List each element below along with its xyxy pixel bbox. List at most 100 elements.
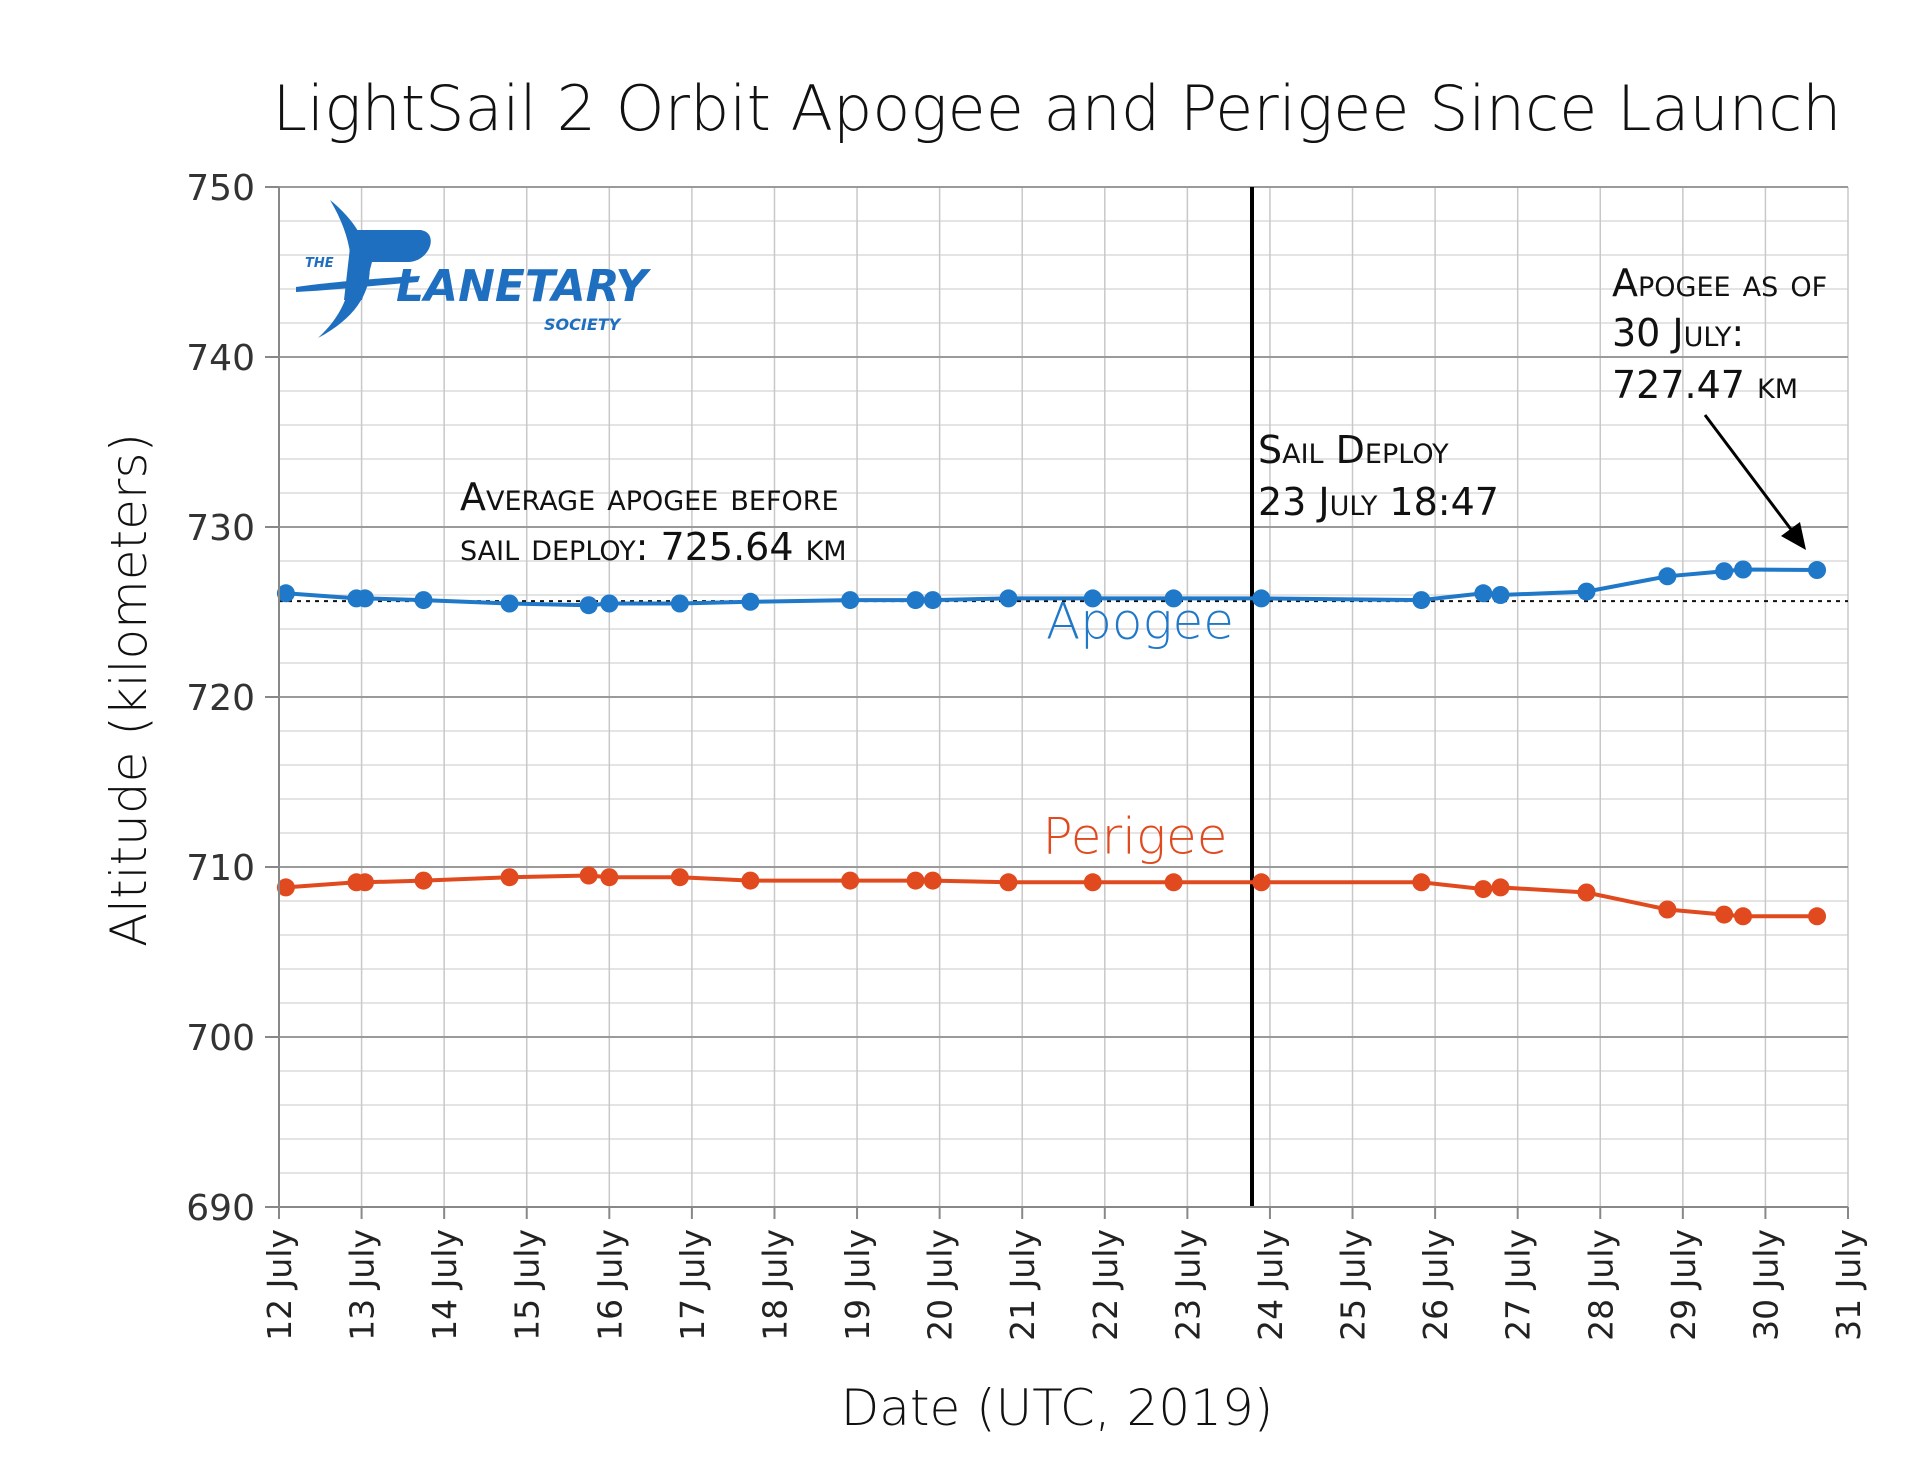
apogee-point (1491, 586, 1510, 604)
perigee-point (276, 878, 295, 897)
apogee-point (1474, 584, 1493, 603)
apogee-point (1083, 589, 1102, 608)
perigee-point (1083, 873, 1102, 892)
x-tick-label: 27 July (1499, 1229, 1538, 1341)
perigee-point (1808, 907, 1827, 926)
apogee-point (414, 591, 433, 610)
perigee-point (1658, 900, 1677, 919)
y-tick-label: 690 (186, 1188, 255, 1229)
x-tick-label: 13 July (343, 1229, 382, 1341)
chart-title: LightSail 2 Orbit Apogee and Perigee Sin… (273, 72, 1842, 145)
x-tick-label: 12 July (260, 1229, 299, 1341)
x-tick-label: 19 July (838, 1229, 877, 1341)
perigee-point (1491, 878, 1510, 897)
y-tick-label: 720 (186, 678, 255, 719)
grid (278, 186, 1849, 1208)
x-tick-label: 21 July (1003, 1229, 1042, 1341)
perigee-point (1734, 907, 1753, 926)
perigee-point (414, 871, 433, 890)
y-tick-label: 740 (186, 338, 255, 379)
y-tick-label: 750 (186, 168, 255, 209)
apogee-point (670, 594, 689, 613)
logo-sub: SOCIETY (544, 315, 622, 334)
perigee-point (670, 868, 689, 887)
y-tick-label: 710 (186, 848, 255, 889)
x-tick-label: 25 July (1334, 1229, 1373, 1341)
reference-lines (279, 187, 1848, 1207)
perigee-point (356, 873, 375, 892)
x-tick-label: 20 July (921, 1229, 960, 1341)
planetary-society-logo: THE LANETARY SOCIETY (296, 200, 651, 338)
perigee-point (600, 868, 619, 887)
x-tick-label: 22 July (1086, 1229, 1125, 1341)
annotation-average-line1: Average apogee before (460, 475, 839, 519)
annotation-average-apogee: Average apogee before sail deploy: 725.6… (460, 475, 847, 569)
apogee-point (906, 591, 925, 610)
perigee-point (579, 866, 598, 885)
perigee-point (923, 871, 942, 890)
apogee-point (741, 592, 760, 611)
y-tick-label: 700 (186, 1018, 255, 1059)
perigee-point (906, 871, 925, 890)
x-tick-label: 14 July (425, 1229, 464, 1341)
annotation-arrow-shaft (1703, 414, 1798, 537)
x-tick-label: 24 July (1251, 1229, 1290, 1341)
apogee-point (500, 594, 519, 613)
x-tick-label: 30 July (1746, 1229, 1785, 1341)
annotation-latest-line2: 30 July: (1612, 311, 1744, 355)
series-layer: Apogee Perigee (276, 560, 1827, 926)
perigee-series-label: Perigee (1042, 807, 1227, 865)
annotation-sail-deploy: Sail Deploy 23 July 18:47 (1258, 428, 1499, 524)
x-tick-label: 26 July (1416, 1229, 1455, 1341)
apogee-point (1715, 562, 1734, 581)
perigee-point (741, 871, 760, 890)
perigee-point (1252, 873, 1271, 892)
perigee-point (500, 868, 519, 887)
annotation-latest-apogee: Apogee as of 30 July: 727.47 km (1612, 261, 1827, 550)
perigee-point (1412, 873, 1431, 892)
apogee-point (841, 591, 860, 610)
apogee-point (600, 594, 619, 613)
apogee-point (1164, 589, 1183, 608)
annotation-arrow-head (1781, 522, 1806, 550)
logo-main: LANETARY (396, 261, 651, 312)
logo-p-stem (344, 230, 431, 300)
logo-the: THE (305, 256, 334, 271)
perigee-point (1715, 905, 1734, 924)
y-tick-label: 730 (186, 508, 255, 549)
x-tick-label: 28 July (1581, 1229, 1620, 1341)
apogee-point (1577, 582, 1596, 601)
x-tick-label: 17 July (673, 1229, 712, 1341)
annotation-latest-line3: 727.47 km (1612, 363, 1798, 407)
apogee-point (1808, 561, 1827, 580)
annotation-average-line2: sail deploy: 725.64 km (460, 525, 847, 569)
y-axis-title: Altitude (kilometers) (100, 433, 158, 947)
annotation-latest-line1: Apogee as of (1612, 261, 1827, 305)
annotation-deploy-line1: Sail Deploy (1258, 428, 1449, 472)
x-tick-label: 16 July (590, 1229, 629, 1341)
x-tick-label: 15 July (508, 1229, 547, 1341)
apogee-point (276, 584, 295, 603)
x-axis-title: Date (UTC, 2019) (841, 1379, 1274, 1437)
apogee-point (1658, 567, 1677, 586)
x-tick-label: 23 July (1168, 1229, 1207, 1341)
apogee-point (923, 591, 942, 610)
perigee-point (999, 873, 1018, 892)
perigee-point (1577, 883, 1596, 902)
axes: 690 700 710 720 730 740 750 12 July 13 July 14 Ju… (186, 168, 1868, 1341)
x-tick-label: 31 July (1829, 1229, 1868, 1341)
apogee-point (1252, 589, 1271, 608)
apogee-point (1734, 560, 1753, 579)
annotation-deploy-line2: 23 July 18:47 (1258, 480, 1499, 524)
apogee-point (356, 589, 375, 608)
perigee-line (285, 873, 1817, 919)
apogee-line (285, 567, 1818, 608)
perigee-point (841, 871, 860, 890)
x-tick-label: 29 July (1664, 1229, 1703, 1341)
apogee-point (1412, 591, 1431, 610)
perigee-point (1474, 880, 1493, 899)
apogee-series-label: Apogee (1046, 593, 1234, 651)
apogee-point (579, 596, 598, 615)
apogee-point (999, 589, 1018, 608)
